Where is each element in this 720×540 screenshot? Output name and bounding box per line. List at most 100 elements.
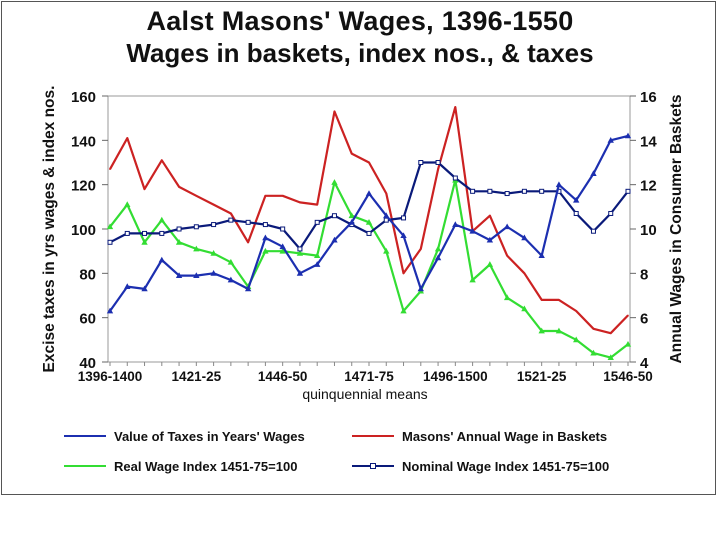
legend-item-taxes: Value of Taxes in Years' Wages [64, 426, 305, 446]
data-point-nominal-wage-index-1451-75-100 [228, 217, 234, 223]
data-point-masons-annual-wage-in-baskets [627, 314, 629, 317]
data-point-real-wage-index-1451-75-100 [331, 179, 338, 185]
data-point-nominal-wage-index-1451-75-100 [366, 230, 372, 236]
data-point-masons-annual-wage-in-baskets [299, 201, 301, 204]
data-point-masons-annual-wage-in-baskets [489, 214, 491, 217]
y-tick-label-left: 100 [71, 222, 96, 239]
data-point-real-wage-index-1451-75-100 [434, 245, 442, 252]
data-point-masons-annual-wage-in-baskets [558, 299, 560, 301]
data-point-real-wage-index-1451-75-100 [141, 238, 148, 245]
data-point-masons-annual-wage-in-baskets [523, 272, 526, 275]
data-point-value-of-taxes-in-years-wages [141, 285, 148, 292]
legend-item-masons-wage: Masons' Annual Wage in Baskets [352, 426, 607, 446]
y-tick-label-left: 120 [71, 178, 96, 195]
data-point-real-wage-index-1451-75-100 [400, 307, 407, 314]
data-point-value-of-taxes-in-years-wages [573, 196, 580, 203]
data-point-value-of-taxes-in-years-wages [331, 236, 338, 243]
x-tick-label: 1396-1400 [78, 369, 143, 384]
data-point-real-wage-index-1451-75-100 [124, 201, 131, 208]
data-point-value-of-taxes-in-years-wages [417, 285, 424, 292]
data-point-value-of-taxes-in-years-wages [279, 243, 286, 250]
data-point-masons-annual-wage-in-baskets [575, 310, 577, 312]
y-tick-label-left: 60 [79, 311, 96, 328]
data-point-value-of-taxes-in-years-wages [383, 212, 390, 219]
data-point-real-wage-index-1451-75-100 [262, 247, 269, 254]
data-point-value-of-taxes-in-years-wages [555, 181, 563, 188]
data-point-value-of-taxes-in-years-wages [106, 307, 114, 314]
data-point-value-of-taxes-in-years-wages [434, 254, 442, 261]
data-point-nominal-wage-index-1451-75-100 [487, 188, 493, 194]
legend-label-taxes: Value of Taxes in Years' Wages [114, 428, 305, 444]
data-point-value-of-taxes-in-years-wages [296, 270, 304, 276]
data-point-masons-annual-wage-in-baskets [316, 203, 319, 206]
legend-label-real-wage: Real Wage Index 1451-75=100 [114, 458, 298, 474]
data-point-real-wage-index-1451-75-100 [365, 219, 373, 225]
data-point-value-of-taxes-in-years-wages [210, 270, 217, 276]
data-point-value-of-taxes-in-years-wages [124, 283, 131, 290]
data-point-nominal-wage-index-1451-75-100 [124, 230, 130, 236]
data-point-masons-annual-wage-in-baskets [195, 194, 198, 197]
data-point-nominal-wage-index-1451-75-100 [521, 188, 527, 194]
data-point-nominal-wage-index-1451-75-100 [193, 224, 199, 230]
x-axis-label: quinquennial means [302, 386, 427, 402]
data-point-nominal-wage-index-1451-75-100 [504, 191, 510, 197]
y-tick-label-left: 160 [71, 89, 96, 106]
data-point-nominal-wage-index-1451-75-100 [314, 219, 320, 225]
data-point-real-wage-index-1451-75-100 [573, 336, 580, 343]
data-point-value-of-taxes-in-years-wages [607, 137, 614, 143]
data-point-nominal-wage-index-1451-75-100 [383, 217, 389, 223]
data-point-masons-annual-wage-in-baskets [264, 194, 267, 197]
data-point-nominal-wage-index-1451-75-100 [159, 230, 165, 236]
data-point-real-wage-index-1451-75-100 [175, 238, 183, 245]
legend-swatch-nominal-wage [352, 459, 394, 473]
y-tick-label-right: 10 [640, 222, 657, 239]
x-tick-label: 1471-75 [344, 369, 394, 384]
data-point-nominal-wage-index-1451-75-100 [625, 188, 631, 194]
data-point-real-wage-index-1451-75-100 [503, 294, 511, 301]
data-point-real-wage-index-1451-75-100 [106, 223, 114, 230]
data-point-value-of-taxes-in-years-wages [365, 190, 373, 196]
data-point-masons-annual-wage-in-baskets [230, 212, 232, 215]
y-tick-label-left: 40 [79, 355, 96, 372]
legend-item-nominal-wage: Nominal Wage Index 1451-75=100 [352, 456, 609, 476]
data-point-value-of-taxes-in-years-wages [158, 256, 165, 263]
data-point-masons-annual-wage-in-baskets [333, 110, 336, 113]
data-point-nominal-wage-index-1451-75-100 [280, 226, 286, 232]
data-point-value-of-taxes-in-years-wages [348, 219, 355, 225]
data-point-real-wage-index-1451-75-100 [469, 276, 476, 283]
data-point-value-of-taxes-in-years-wages [262, 234, 269, 241]
legend-item-real-wage: Real Wage Index 1451-75=100 [64, 456, 297, 476]
data-point-masons-annual-wage-in-baskets [178, 186, 180, 188]
data-point-real-wage-index-1451-75-100 [555, 327, 563, 334]
data-point-nominal-wage-index-1451-75-100 [590, 228, 596, 234]
data-point-masons-annual-wage-in-baskets [402, 272, 405, 275]
data-point-value-of-taxes-in-years-wages [590, 170, 597, 176]
data-point-real-wage-index-1451-75-100 [590, 349, 597, 356]
data-point-value-of-taxes-in-years-wages [486, 236, 494, 243]
x-tick-label: 1496-1500 [423, 369, 488, 384]
data-point-real-wage-index-1451-75-100 [538, 327, 545, 334]
data-point-value-of-taxes-in-years-wages [503, 223, 511, 230]
chart-title: Aalst Masons' Wages, 1396-1550 [146, 6, 574, 36]
data-point-nominal-wage-index-1451-75-100 [573, 210, 579, 216]
data-point-nominal-wage-index-1451-75-100 [452, 175, 458, 181]
data-point-masons-annual-wage-in-baskets [143, 188, 146, 190]
data-point-value-of-taxes-in-years-wages [624, 132, 632, 139]
chart-legend: Value of Taxes in Years' Wages Masons' A… [0, 424, 720, 484]
data-point-value-of-taxes-in-years-wages [314, 261, 321, 267]
y-tick-label-left: 80 [79, 266, 96, 283]
data-point-real-wage-index-1451-75-100 [607, 354, 614, 360]
data-point-value-of-taxes-in-years-wages [469, 227, 476, 234]
data-point-masons-annual-wage-in-baskets [126, 137, 129, 139]
data-point-nominal-wage-index-1451-75-100 [262, 222, 268, 228]
data-point-real-wage-index-1451-75-100 [296, 250, 304, 256]
data-point-nominal-wage-index-1451-75-100 [401, 215, 407, 221]
data-point-masons-annual-wage-in-baskets [592, 327, 595, 330]
legend-swatch-real-wage [64, 459, 106, 473]
data-point-masons-annual-wage-in-baskets [247, 241, 249, 244]
data-point-real-wage-index-1451-75-100 [158, 216, 165, 223]
data-point-nominal-wage-index-1451-75-100 [331, 213, 337, 219]
x-tick-label: 1546-50 [603, 369, 653, 384]
y-axis-label-right: Annual Wages in Consumer Baskets [668, 94, 685, 363]
data-point-nominal-wage-index-1451-75-100 [297, 246, 303, 252]
